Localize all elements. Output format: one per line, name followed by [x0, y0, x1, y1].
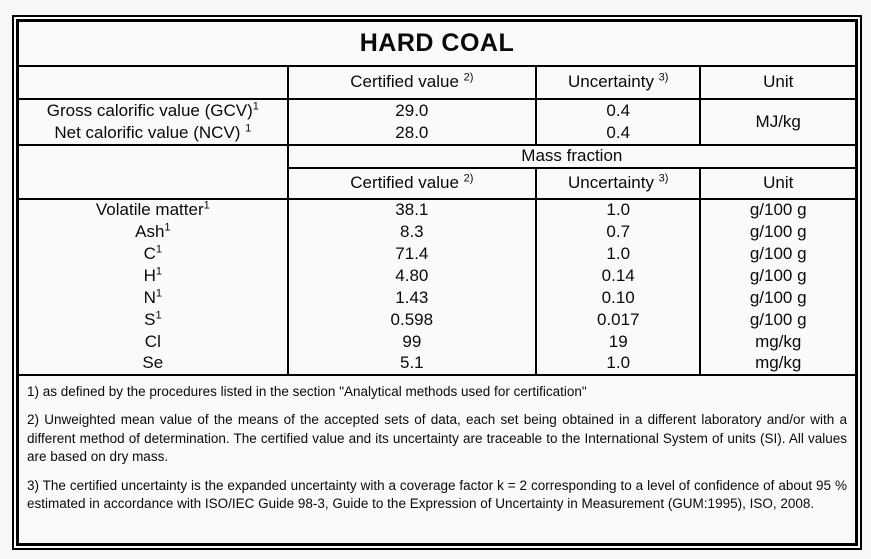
page-title: HARD COAL — [17, 20, 857, 67]
subheader-unit: Unit — [699, 167, 858, 200]
certificate-table: HARD COAL Certified value 2) Uncertainty… — [16, 19, 858, 546]
footnote-ref-1: 1 — [164, 220, 171, 233]
table-row-volatile-matter: Volatile matter1 38.1 1.0 g/100 g — [16, 198, 858, 221]
header-unit: Unit — [699, 65, 858, 100]
table-row-nitrogen: N1 1.43 0.10 g/100 g — [16, 286, 858, 309]
cell-certified-value: 1.43 — [286, 286, 538, 309]
table-row-sulfur: S1 0.598 0.017 g/100 g — [16, 308, 858, 331]
cell-certified-value: 99 — [286, 330, 538, 353]
header-row: Certified value 2) Uncertainty 3) Unit — [16, 65, 858, 100]
cell-analyte: Ash1 — [16, 220, 289, 243]
subheader-certified-label: Certified value — [350, 173, 464, 192]
subheader-uncertainty: Uncertainty 3) — [534, 167, 702, 200]
cell-uncertainty: 0.7 — [534, 220, 702, 243]
cell-certified-value: 0.598 — [286, 308, 538, 331]
cell-unit: mg/kg — [699, 352, 858, 376]
title-row: HARD COAL — [17, 20, 857, 67]
cell-certified-value: 28.0 — [286, 121, 538, 146]
footnote-ref-1: 1 — [155, 308, 162, 321]
cell-certified-value: 4.80 — [286, 264, 538, 287]
cell-analyte: Volatile matter1 — [16, 198, 289, 221]
cell-certified-value: 8.3 — [286, 220, 538, 243]
subheader-certified-value: Certified value 2) — [286, 167, 538, 200]
footnote-1: 1) as defined by the procedures listed i… — [27, 383, 587, 399]
header-certified-value: Certified value 2) — [286, 65, 538, 100]
footnote-ref-1: 1 — [203, 199, 210, 212]
cell-unit: g/100 g — [699, 220, 858, 243]
cell-analyte: N1 — [16, 286, 289, 309]
cell-unit: g/100 g — [699, 308, 858, 331]
cell-certified-value: 29.0 — [286, 98, 538, 122]
cell-unit: g/100 g — [699, 242, 858, 265]
table-row-carbon: C1 71.4 1.0 g/100 g — [16, 242, 858, 265]
subheader-row: Certified value 2) Uncertainty 3) Unit — [18, 167, 858, 200]
footnote-ref-1: 1 — [155, 242, 163, 255]
cell-certified-value: 5.1 — [286, 352, 538, 376]
table-row-hydrogen: H1 4.80 0.14 g/100 g — [16, 264, 858, 287]
table-row-selenium: Se 5.1 1.0 mg/kg — [16, 352, 858, 376]
mass-fraction-header: Mass fraction — [286, 144, 858, 169]
cell-uncertainty: 19 — [534, 330, 702, 353]
cell-uncertainty: 1.0 — [534, 198, 702, 221]
footnote-ref-1: 1 — [245, 121, 252, 134]
table-row-ash: Ash1 8.3 0.7 g/100 g — [16, 220, 858, 243]
cell-uncertainty: 0.4 — [534, 121, 702, 146]
header-uncertainty: Uncertainty 3) — [534, 65, 702, 100]
cell-uncertainty: 0.10 — [534, 286, 702, 309]
cell-analyte: S1 — [16, 308, 289, 331]
cell-uncertainty: 1.0 — [534, 242, 702, 265]
header-empty-cell — [16, 65, 289, 100]
cell-unit: g/100 g — [699, 286, 858, 309]
table-row-chlorine: Cl 99 19 mg/kg — [16, 330, 858, 353]
cell-analyte: Cl — [16, 330, 289, 353]
cell-analyte: C1 — [16, 242, 289, 265]
cell-analyte: Net calorific value (NCV) 1 — [16, 121, 289, 146]
table-row-ncv: Net calorific value (NCV) 1 28.0 0.4 — [16, 121, 857, 146]
footnotes-section: 1) as defined by the procedures listed i… — [18, 375, 857, 545]
cell-certified-value: 38.1 — [286, 198, 538, 221]
subheader-uncertainty-label: Uncertainty — [567, 173, 659, 192]
footnote-ref-2: 2) — [463, 71, 474, 84]
blank-merged-cell — [16, 144, 289, 200]
footnote-ref-3: 3) — [658, 71, 669, 84]
header-certified-label: Certified value — [350, 72, 464, 91]
cell-analyte: H1 — [16, 264, 289, 287]
footnote-ref-1: 1 — [252, 99, 259, 112]
footnotes-row: 1) as defined by the procedures listed i… — [18, 375, 857, 545]
cell-unit-calorific: MJ/kg — [699, 98, 858, 146]
mass-fraction-row: Mass fraction — [16, 144, 858, 200]
cell-certified-value: 71.4 — [286, 242, 538, 265]
table-row-gcv: Gross calorific value (GCV)1 29.0 0.4 MJ… — [16, 98, 858, 146]
cell-uncertainty: 0.017 — [534, 308, 702, 331]
cell-analyte: Se — [16, 352, 289, 376]
footnote-2: 2) Unweighted mean value of the means of… — [27, 412, 847, 464]
cell-unit: g/100 g — [699, 198, 858, 221]
footnote-ref-3: 3) — [658, 172, 669, 185]
cell-unit: mg/kg — [699, 330, 858, 353]
cell-uncertainty: 0.14 — [534, 264, 702, 287]
cell-unit: g/100 g — [699, 264, 858, 287]
header-uncertainty-label: Uncertainty — [567, 72, 659, 91]
cell-analyte: Gross calorific value (GCV)1 — [16, 98, 289, 122]
footnote-ref-2: 2) — [463, 172, 474, 185]
footnote-ref-1: 1 — [155, 264, 163, 277]
footnote-ref-1: 1 — [155, 286, 163, 299]
certificate-outer-frame: HARD COAL Certified value 2) Uncertainty… — [12, 15, 862, 550]
footnote-3: 3) The certified uncertainty is the expa… — [27, 477, 847, 512]
cell-uncertainty: 0.4 — [534, 98, 702, 122]
cell-uncertainty: 1.0 — [534, 352, 702, 376]
